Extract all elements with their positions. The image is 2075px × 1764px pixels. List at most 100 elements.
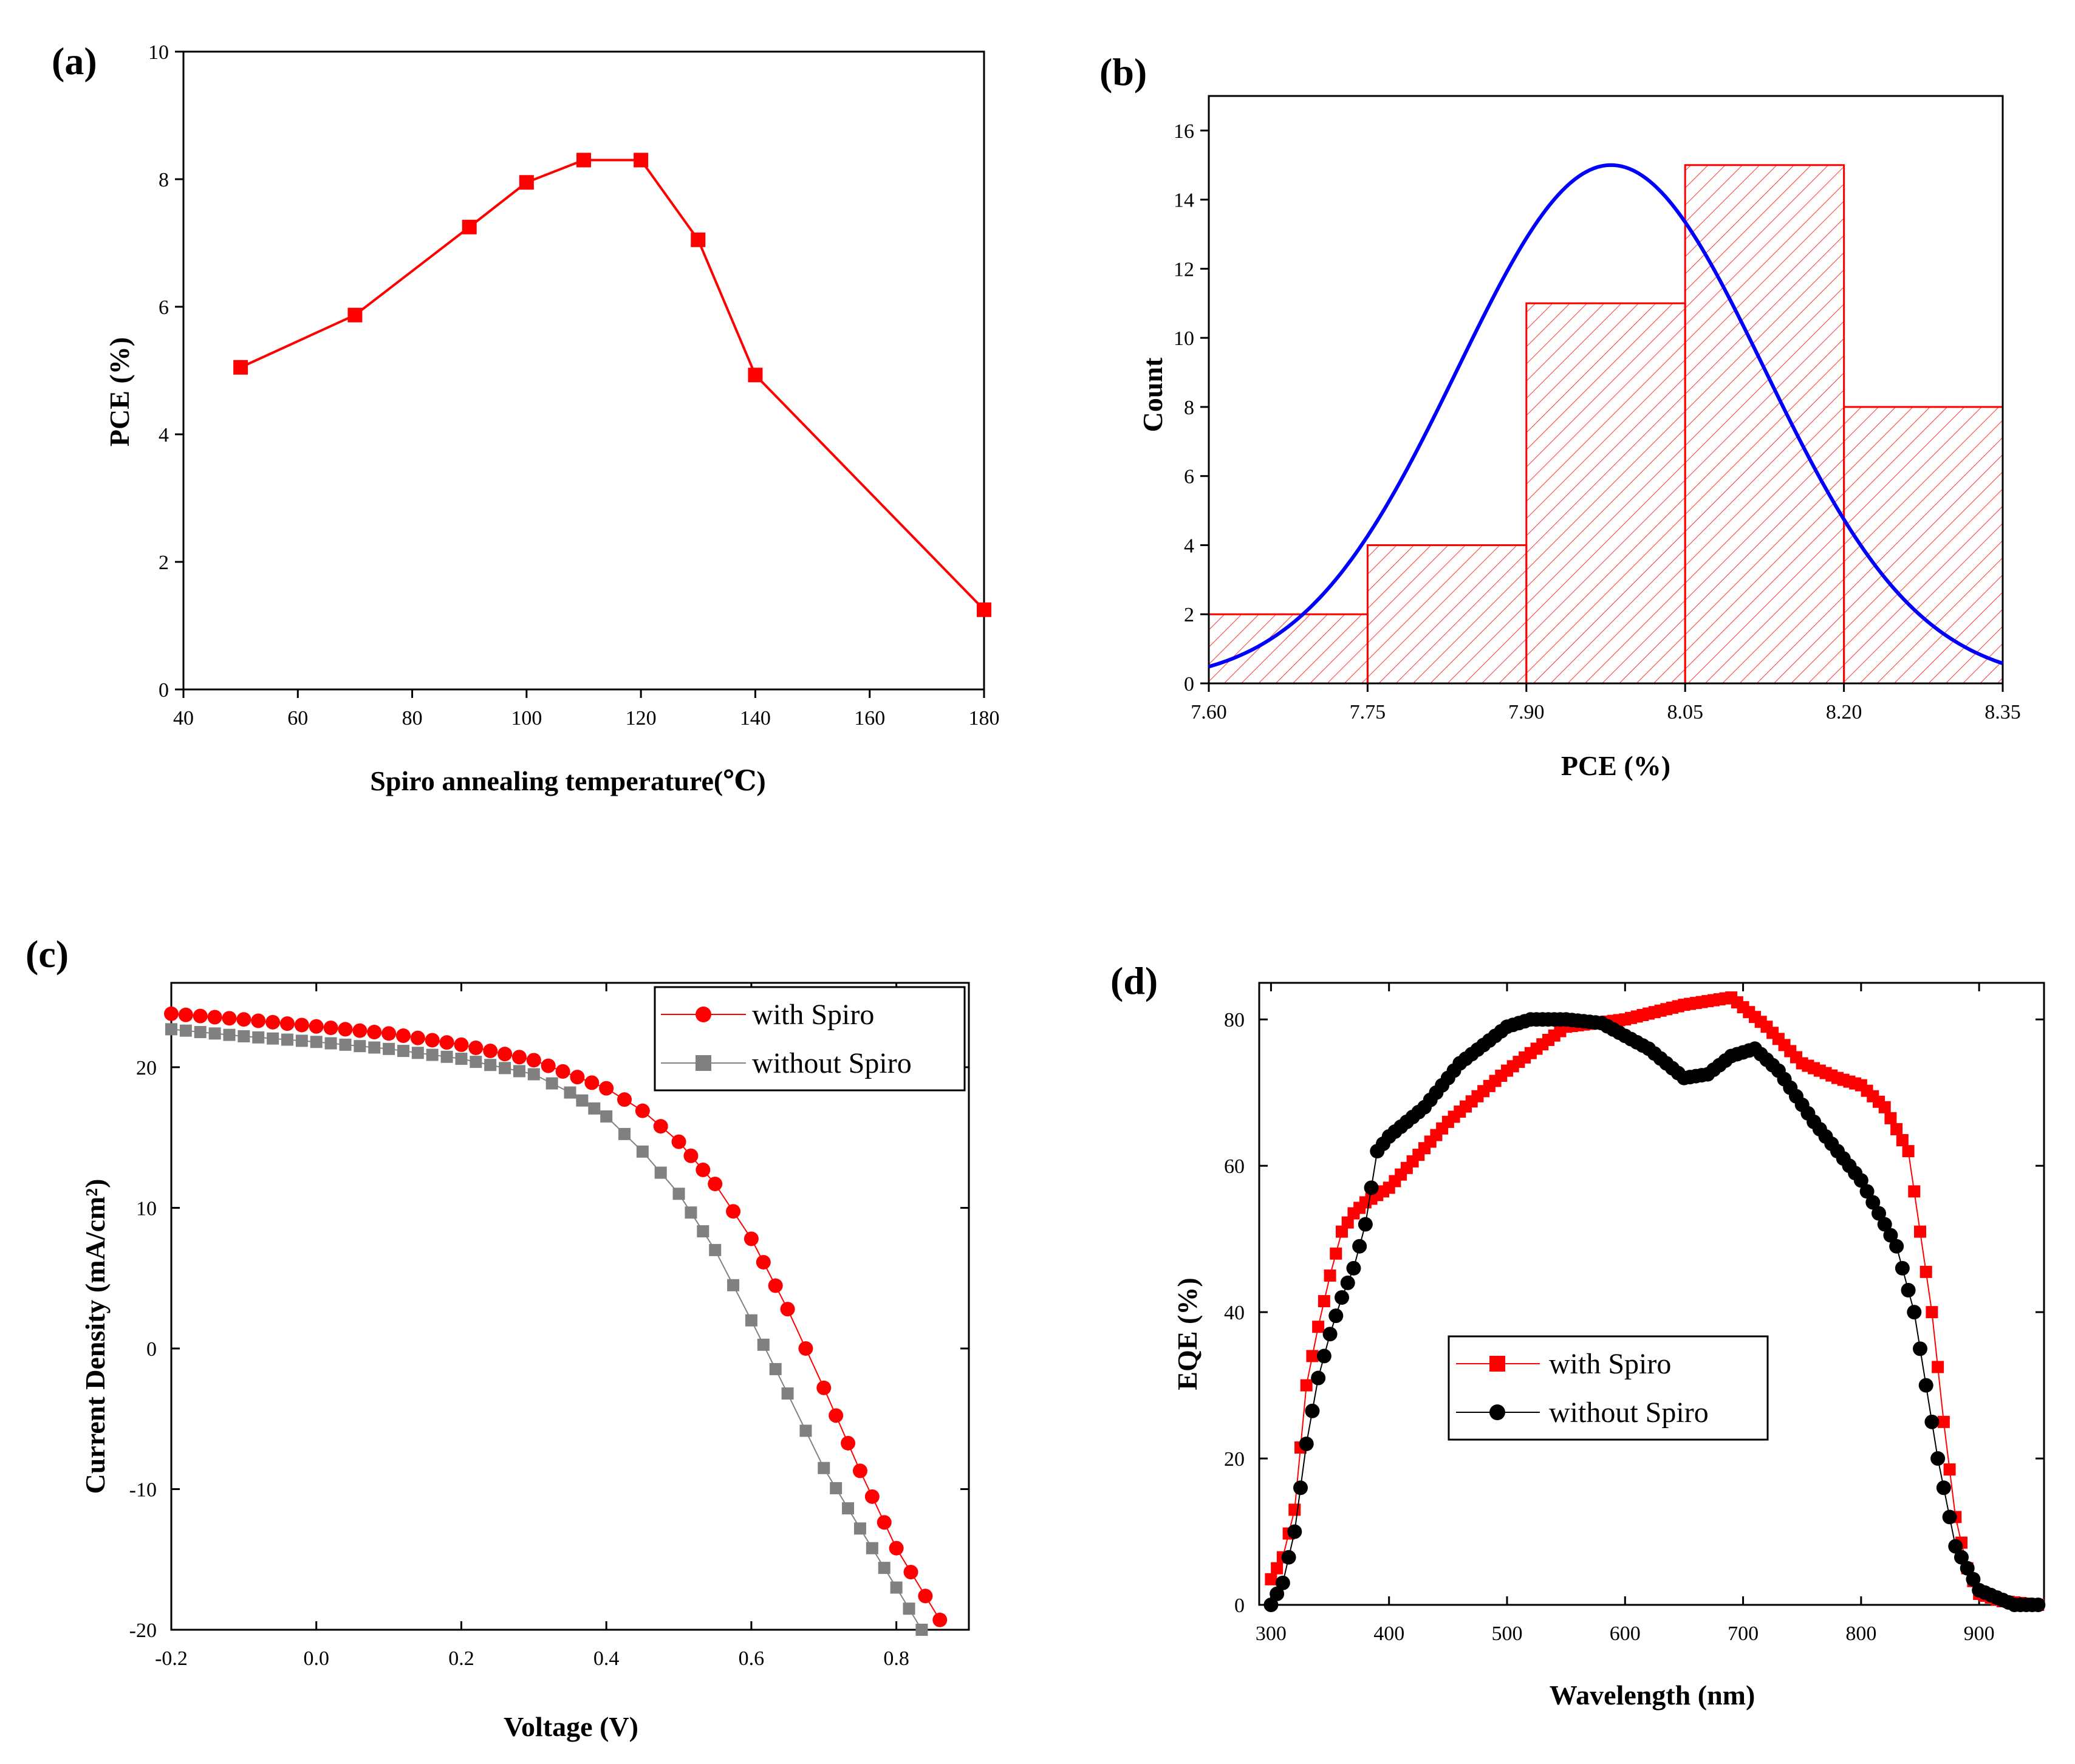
chart-c-point-without: [179, 1024, 192, 1037]
chart-d-point-without: [1865, 1195, 1881, 1210]
chart-b-xtick-label: 7.75: [1350, 701, 1386, 723]
chart-c-point-without: [903, 1602, 915, 1615]
chart-c-point-with: [395, 1028, 411, 1044]
chart-d-point-without: [1340, 1275, 1355, 1290]
chart-b-xtick-label: 7.60: [1191, 701, 1227, 723]
chart-c-point-without: [588, 1102, 601, 1115]
chart-d-point-without: [1936, 1480, 1951, 1496]
chart-d-point-without: [1335, 1290, 1349, 1305]
chart-c-ytick-label: 0: [146, 1338, 157, 1361]
chart-c-point-without: [354, 1040, 366, 1053]
chart-c-ytick-label: -10: [129, 1479, 157, 1501]
chart-c-point-without: [709, 1243, 722, 1256]
chart-c-point-without: [636, 1145, 649, 1158]
chart-b-bar: [1525, 302, 1686, 685]
chart-c-point-without: [654, 1166, 667, 1179]
chart-c-point-with: [696, 1162, 711, 1177]
chart-c-point-without: [866, 1542, 878, 1554]
chart-b-ytick-label: 0: [1184, 673, 1194, 696]
chart-c-point-with: [439, 1035, 454, 1050]
chart-d-xtick-label: 800: [1845, 1622, 1876, 1645]
chart-d-line-1: [1270, 1019, 2039, 1605]
chart-c-point-without: [685, 1206, 697, 1219]
chart-c-point-with: [555, 1064, 570, 1079]
chart-a-xtick-label: 80: [402, 707, 423, 730]
chart-d-point-without: [1960, 1561, 1975, 1576]
chart-c-point-without: [527, 1068, 540, 1081]
chart-c-point-without: [194, 1026, 207, 1039]
chart-d-point-without: [1907, 1305, 1922, 1320]
chart-b-ytick-label: 14: [1174, 190, 1194, 212]
chart-c-point-without: [890, 1581, 903, 1594]
chart-d-legend-marker: [1489, 1356, 1505, 1372]
chart-d-xtick-label: 900: [1964, 1622, 1995, 1645]
chart-d-point-without: [1270, 1586, 1285, 1601]
chart-c-point-without: [697, 1225, 709, 1238]
chart-c-point-with: [323, 1020, 338, 1036]
chart-d-point-without: [1924, 1414, 1940, 1429]
chart-d-point-without: [1322, 1327, 1338, 1342]
chart-d-point-with: [1914, 1225, 1926, 1238]
chart-a-point: [347, 307, 363, 323]
panel-d: (d) 300 400 500 600 700 800 900 0 20 40 60 80 with S…: [1110, 959, 2046, 1711]
chart-d-point-without: [1877, 1217, 1892, 1232]
chart-d-xlabel: Wavelength (nm): [1550, 1680, 1755, 1711]
chart-d-legend-label: without Spiro: [1549, 1396, 1709, 1429]
chart-c-point-with: [829, 1408, 844, 1423]
chart-c-point-with: [683, 1148, 699, 1163]
chart-c-point-with: [454, 1037, 469, 1052]
chart-c-point-with: [798, 1341, 813, 1356]
chart-d-ytick-label: 80: [1224, 1009, 1245, 1031]
chart-b-ytick-label: 2: [1184, 604, 1194, 626]
chart-a-point: [462, 219, 477, 234]
chart-b-bar: [1684, 164, 1845, 685]
chart-d-ylabel: EQE (%): [1172, 1277, 1203, 1390]
chart-a-xtick-label: 40: [173, 707, 194, 730]
chart-a-ytick-label: 2: [159, 552, 169, 574]
chart-c-point-with: [841, 1435, 856, 1451]
chart-c-point-with: [780, 1302, 795, 1317]
chart-c-point-without: [745, 1314, 757, 1327]
chart-b-bar: [1366, 544, 1528, 685]
chart-c-ytick-label: -20: [129, 1619, 157, 1642]
chart-c-point-without: [223, 1028, 236, 1041]
chart-c-point-with: [294, 1017, 309, 1033]
chart-b-gaussian-fit: [1208, 163, 2003, 669]
chart-c-point-with: [425, 1033, 440, 1048]
chart-d-point-without: [1913, 1341, 1927, 1356]
chart-c-xtick-label: -0.2: [155, 1647, 188, 1670]
chart-c-legend-label: with Spiro: [752, 999, 874, 1031]
chart-c-point-with: [483, 1044, 498, 1059]
chart-d-point-without: [1358, 1217, 1373, 1232]
chart-c-point-with: [599, 1081, 614, 1096]
chart-c-point-without: [672, 1188, 685, 1200]
chart-d-point-with: [1878, 1101, 1891, 1113]
chart-c-point-without: [310, 1036, 323, 1048]
chart-d-ytick-label: 20: [1224, 1448, 1245, 1471]
chart-b-ytick-label: 6: [1184, 466, 1194, 488]
chart-b-ytick-label: 8: [1184, 397, 1194, 419]
chart-c-point-with: [541, 1058, 556, 1073]
chart-d-point-without: [1895, 1260, 1910, 1276]
panel-label-c: (c): [26, 932, 69, 976]
chart-c-legend-label: without Spiro: [752, 1047, 912, 1079]
chart-d-point-with: [1919, 1265, 1932, 1278]
chart-d-point-without: [1352, 1239, 1367, 1254]
chart-c-ytick-label: 10: [136, 1197, 157, 1220]
chart-d-point-with: [1288, 1503, 1301, 1516]
chart-a-point: [691, 232, 706, 247]
chart-d-point-without: [1293, 1480, 1308, 1496]
chart-c-point-without: [545, 1077, 558, 1090]
chart-c-point-without: [339, 1038, 352, 1051]
chart-d-point-with: [1306, 1350, 1319, 1362]
chart-c-ytick-label: 20: [136, 1057, 157, 1079]
chart-b-ytick-label: 12: [1174, 258, 1194, 281]
chart-d-plot-area: 300 400 500 600 700 800 900 0 20 40 60 80 with Spiro…: [1224, 982, 2046, 1645]
chart-c-point-without: [368, 1041, 381, 1054]
chart-d-point-with: [1932, 1361, 1944, 1373]
chart-b-ylabel: Count: [1137, 357, 1168, 432]
chart-c-point-with: [864, 1489, 880, 1504]
chart-a-xlabel: Spiro annealing temperature(℃): [370, 765, 765, 796]
chart-d-point-without: [1954, 1550, 1969, 1565]
chart-d-xtick-label: 600: [1610, 1622, 1641, 1645]
